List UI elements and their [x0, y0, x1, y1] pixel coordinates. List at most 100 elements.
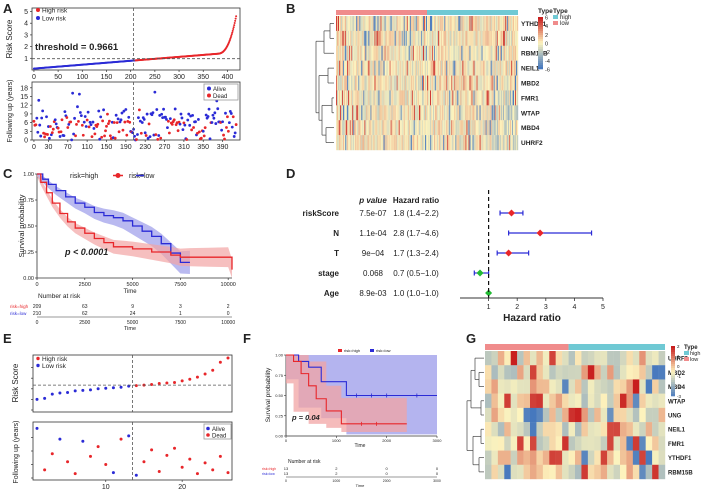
heat-cell: [491, 393, 499, 409]
heat-cell: [454, 45, 456, 61]
heat-cell: [652, 422, 659, 437]
heat-cell: [515, 45, 518, 61]
heat-cell: [420, 16, 423, 32]
y-tick-label: 0.50: [275, 393, 284, 398]
heat-cell: [502, 120, 505, 136]
followup-point: [99, 115, 103, 119]
heat-cell: [416, 90, 419, 106]
heat-cell: [473, 90, 475, 106]
heat-cell: [353, 60, 355, 76]
heat-cell: [374, 60, 376, 76]
heat-cell: [394, 135, 396, 151]
heat-cell: [336, 75, 338, 91]
heat-cell: [503, 135, 506, 151]
heat-cell: [436, 45, 438, 61]
risk-point: [188, 377, 192, 381]
heat-cell: [477, 135, 479, 151]
risk-table-tick: 5000: [127, 320, 138, 326]
heat-cell: [435, 120, 437, 136]
heat-cell: [423, 16, 426, 32]
heat-cell: [447, 60, 449, 76]
heat-cell: [471, 75, 473, 91]
heat-cell: [495, 105, 497, 121]
heat-cell: [444, 120, 446, 136]
heat-cell: [485, 407, 492, 423]
heat-cell: [510, 45, 513, 61]
annotation-bar-high: [568, 344, 665, 350]
heat-cell: [414, 135, 417, 151]
heat-cell: [568, 393, 576, 409]
heat-cell: [441, 105, 443, 121]
heat-cell: [417, 30, 420, 46]
heat-cell: [421, 135, 424, 151]
heat-cell: [406, 16, 408, 32]
heat-cell: [466, 90, 468, 106]
heat-cell: [362, 120, 364, 136]
heat-cell: [381, 120, 383, 136]
row-label-MBD2: MBD2: [668, 371, 686, 377]
heat-cell: [449, 16, 451, 32]
heat-cell: [493, 135, 495, 151]
heat-cell: [360, 105, 362, 121]
heat-cell: [414, 60, 417, 76]
heat-cell: [346, 45, 348, 61]
heat-cell: [403, 30, 405, 46]
heat-cell: [358, 135, 360, 151]
heat-cell: [594, 464, 601, 480]
heat-cell: [499, 135, 502, 151]
heat-cell: [385, 105, 387, 121]
y-tick-label: 9: [24, 111, 28, 118]
heat-cell: [502, 30, 505, 46]
heat-cell: [613, 351, 621, 366]
scale-cell: [538, 25, 543, 28]
heat-cell: [424, 120, 427, 136]
heat-cell: [359, 45, 361, 61]
heat-cell: [346, 30, 348, 46]
heat-cell: [492, 30, 494, 46]
heat-cell: [353, 105, 355, 121]
followup-point: [65, 116, 69, 119]
heat-cell: [483, 30, 485, 46]
y-tick-label: 3: [24, 32, 28, 39]
heat-cell: [346, 90, 348, 106]
heat-cell: [442, 90, 444, 106]
heat-cell: [478, 16, 480, 32]
heat-cell: [491, 75, 493, 91]
heat-cell: [494, 120, 496, 136]
heat-cell: [499, 105, 502, 121]
heat-cell: [359, 60, 361, 76]
heat-cell: [471, 30, 473, 46]
heat-cell: [509, 90, 512, 106]
heat-cell: [357, 60, 359, 76]
heat-cell: [632, 351, 640, 366]
heat-cell: [581, 436, 589, 451]
followup-point: [188, 457, 192, 461]
panel-label-A: A: [3, 1, 13, 16]
heat-cell: [446, 60, 448, 76]
heat-cell: [401, 90, 403, 106]
heat-cell: [613, 464, 621, 480]
heat-cell: [374, 135, 376, 151]
heat-cell: [645, 351, 653, 366]
heat-cell: [507, 120, 510, 136]
heat-cell: [421, 75, 424, 91]
heat-cell: [380, 30, 382, 46]
hr-point: [507, 209, 516, 217]
scale-cell: [671, 350, 675, 353]
heat-cell: [456, 75, 458, 91]
heat-cell: [423, 135, 426, 151]
heat-cell: [425, 105, 428, 121]
heat-cell: [410, 105, 413, 121]
heat-cell: [472, 90, 474, 106]
heat-cell: [497, 407, 505, 423]
heat-cell: [555, 393, 563, 409]
heat-cell: [509, 30, 512, 46]
heat-cell: [456, 30, 458, 46]
scale-tick-label: 2: [677, 344, 680, 349]
heat-cell: [587, 365, 595, 380]
heat-cell: [342, 120, 344, 136]
heat-cell: [400, 45, 402, 61]
heat-cell: [510, 351, 518, 366]
heat-cell: [461, 120, 463, 136]
followup-point: [72, 132, 75, 136]
